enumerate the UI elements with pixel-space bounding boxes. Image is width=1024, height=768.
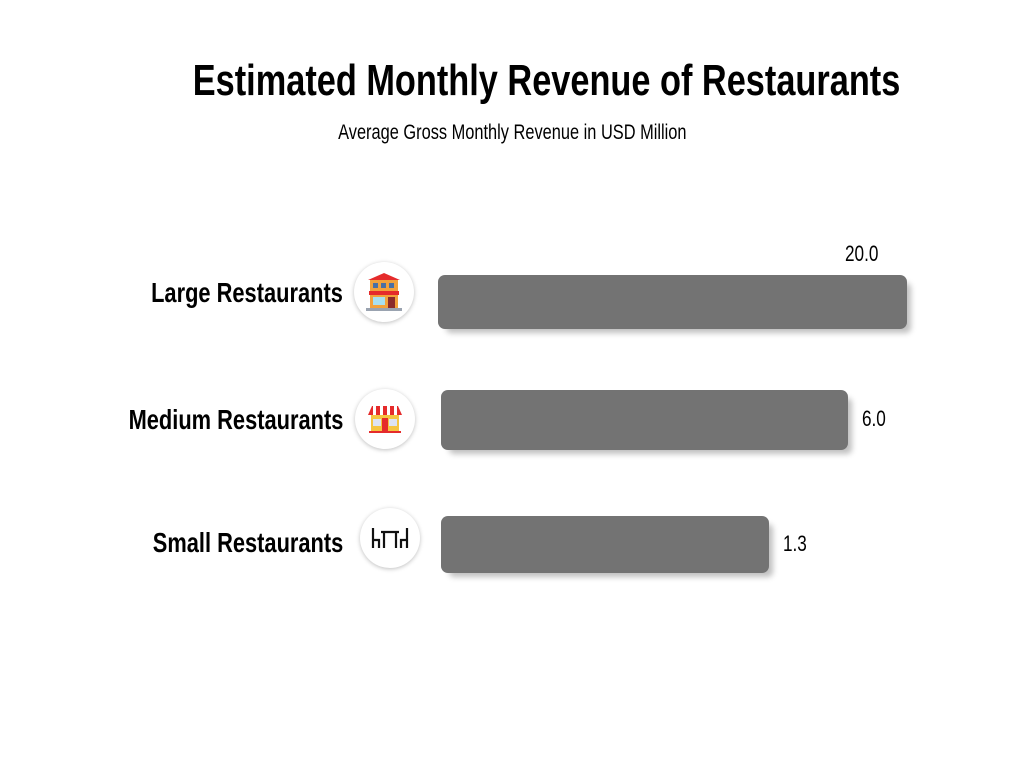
value-label-medium: 6.0	[862, 406, 886, 431]
storefront-icon	[355, 389, 415, 449]
chart-title: Estimated Monthly Revenue of Restaurants	[193, 56, 901, 105]
chart-subtitle: Average Gross Monthly Revenue in USD Mil…	[337, 121, 687, 144]
dining-table-icon	[360, 508, 420, 568]
category-label-large: Large Restaurants	[151, 277, 343, 308]
bar-small	[441, 516, 769, 573]
bar-large	[438, 275, 907, 329]
category-label-small: Small Restaurants	[152, 527, 343, 558]
category-label-medium: Medium Restaurants	[128, 404, 343, 435]
bar-medium	[441, 390, 848, 450]
value-label-small: 1.3	[783, 530, 807, 556]
restaurant-building-icon	[354, 262, 414, 322]
value-label-large: 20.0	[845, 241, 879, 266]
